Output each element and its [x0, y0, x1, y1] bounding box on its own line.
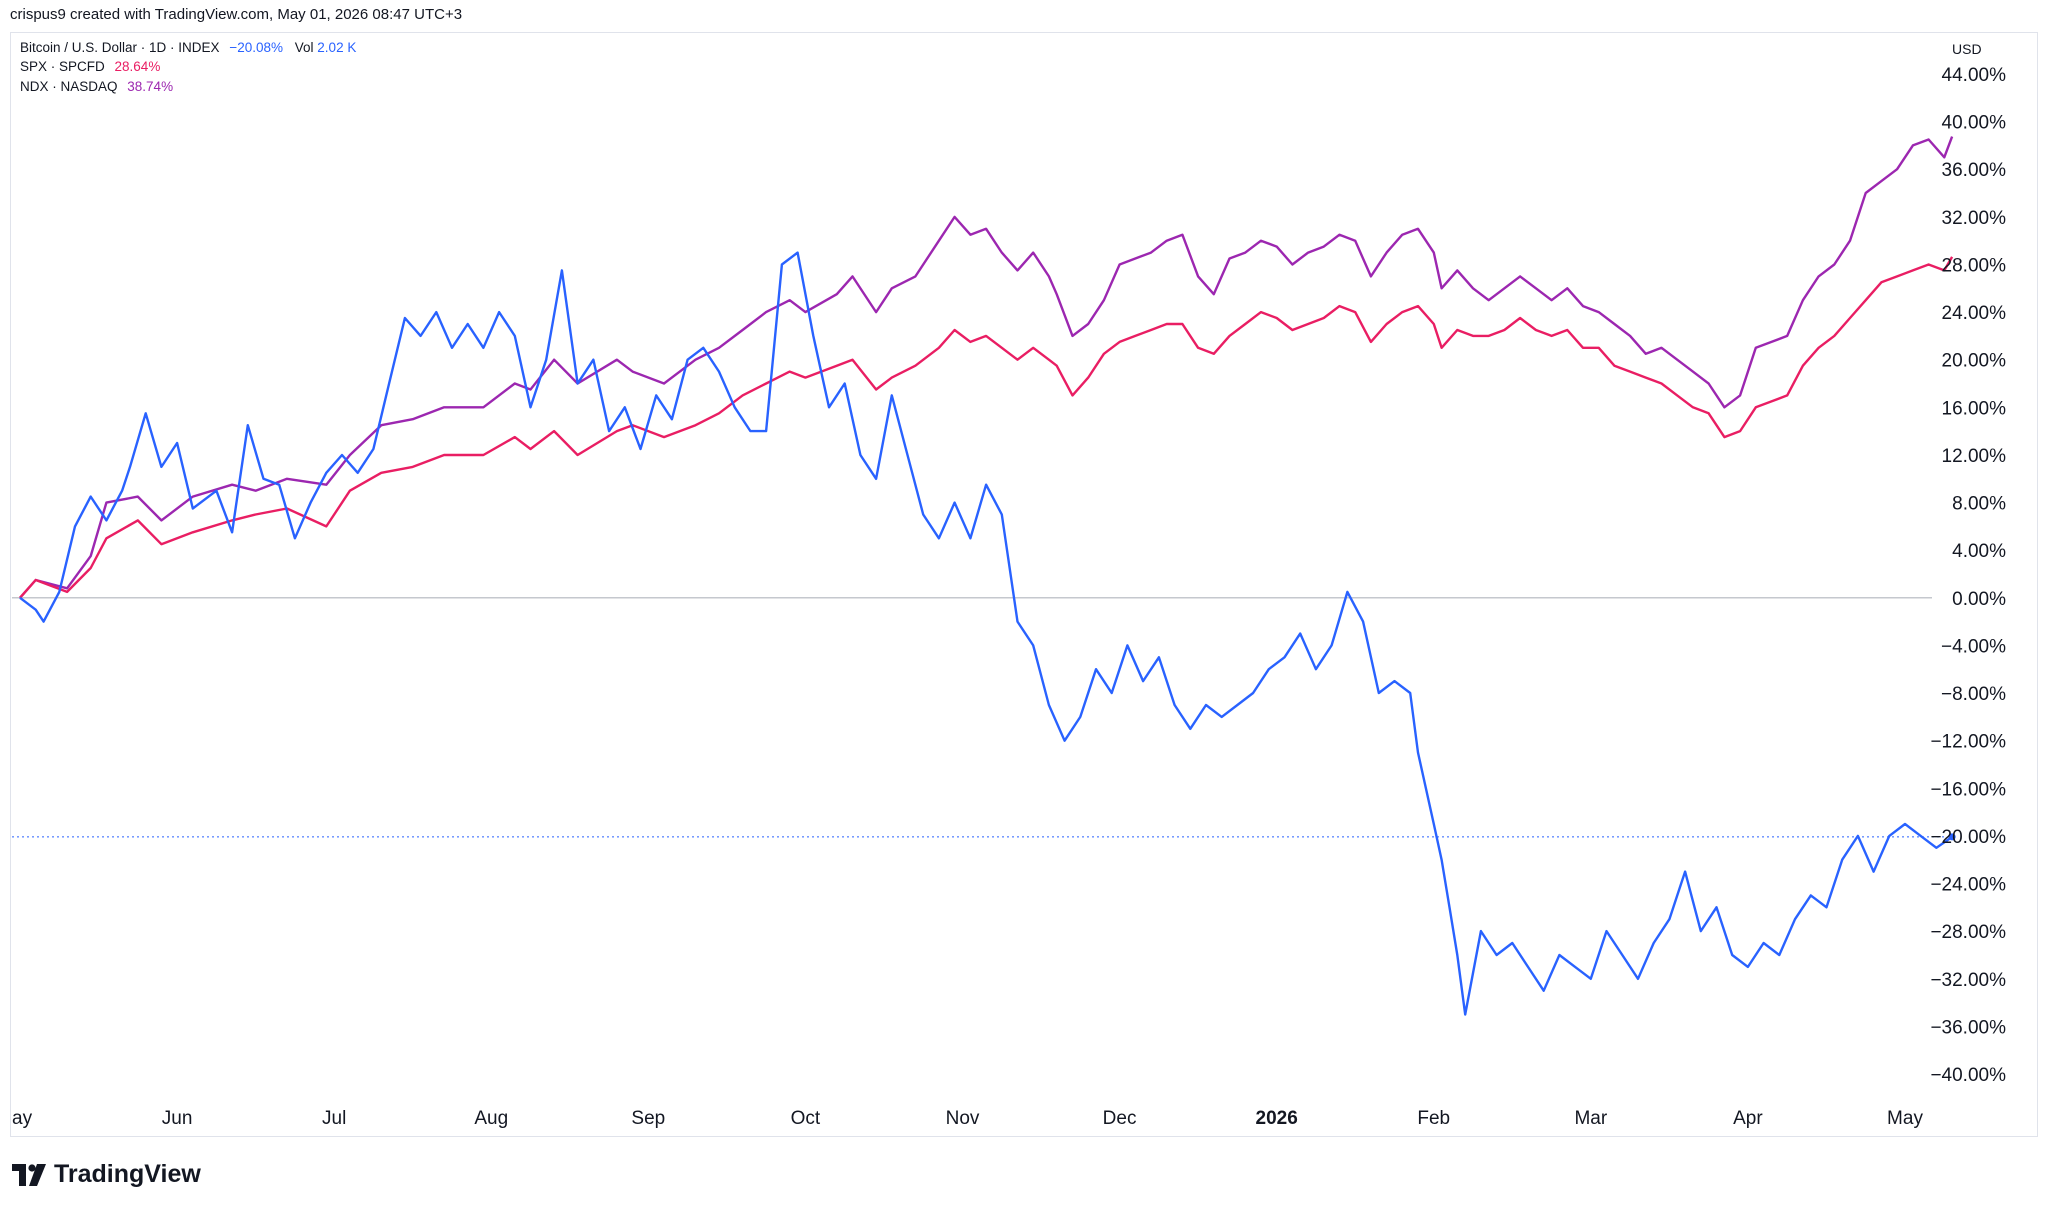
y-tick-label: 36.00%: [1942, 160, 2007, 181]
y-tick-label: −32.00%: [1930, 970, 2006, 991]
zero-line-layer: [12, 597, 1953, 838]
x-tick-label: Oct: [791, 1108, 821, 1129]
x-tick-label: Dec: [1103, 1108, 1137, 1129]
y-tick-label: −36.00%: [1930, 1017, 2006, 1038]
chart-header: crispus9 created with TradingView.com, M…: [10, 6, 463, 23]
x-tick-label: Aug: [474, 1108, 508, 1129]
x-tick-label: Nov: [946, 1108, 980, 1129]
legend-spx-label: SPX · SPCFD: [20, 59, 105, 74]
y-tick-label: −8.00%: [1941, 684, 2006, 705]
x-tick-label: Jul: [322, 1108, 346, 1129]
y-tick-label: −16.00%: [1930, 779, 2006, 800]
legend-btc-label: Bitcoin / U.S. Dollar · 1D · INDEX: [20, 40, 220, 55]
x-tick-label: Feb: [1417, 1108, 1450, 1129]
y-tick-label: 32.00%: [1942, 208, 2007, 229]
btc-last-point: [1948, 833, 1956, 841]
legend-btc-pct: −20.08%: [229, 40, 283, 55]
legend-btc[interactable]: Bitcoin / U.S. Dollar · 1D · INDEX −20.0…: [20, 40, 356, 55]
legend-ndx-label: NDX · NASDAQ: [20, 79, 118, 94]
legend-btc-vol-value: 2.02 K: [317, 40, 357, 55]
y-tick-label: −24.00%: [1930, 875, 2006, 896]
tradingview-logo-icon: [12, 1163, 46, 1186]
y-tick-label: 12.00%: [1942, 446, 2007, 467]
y-tick-label: −12.00%: [1930, 732, 2006, 753]
currency-label[interactable]: USD: [1952, 41, 1982, 57]
x-tick-label: ay: [12, 1108, 33, 1129]
x-tick-label: Apr: [1733, 1108, 1763, 1129]
tradingview-logo-text: TradingView: [54, 1160, 201, 1188]
x-axis: ay Jun Jul Aug Sep Oct Nov Dec 2026 Feb Mar Apr May: [12, 1108, 1923, 1129]
y-tick-label: 8.00%: [1952, 494, 2006, 515]
y-axis: 44.00% 40.00% 36.00% 32.00% 28.00% 24.00% 20.0…: [1930, 65, 2006, 1086]
series-layer: [19, 136, 1956, 1016]
legend-ndx-pct: 38.74%: [127, 79, 174, 94]
x-tick-label: Mar: [1574, 1108, 1607, 1129]
x-tick-label: Sep: [631, 1108, 665, 1129]
y-tick-label: 24.00%: [1942, 303, 2007, 324]
y-tick-label: −20.00%: [1930, 827, 2006, 848]
y-tick-label: −40.00%: [1930, 1065, 2006, 1086]
legend-spx[interactable]: SPX · SPCFD 28.64%: [20, 59, 160, 74]
y-tick-label: 40.00%: [1942, 113, 2007, 134]
y-tick-label: −28.00%: [1930, 922, 2006, 943]
series-line-spx[interactable]: [19, 256, 1954, 599]
series-line-btc[interactable]: [19, 251, 1953, 1016]
y-tick-label: −4.00%: [1941, 636, 2006, 657]
legend-btc-vol-label: Vol: [294, 40, 314, 55]
x-tick-label: May: [1887, 1108, 1923, 1129]
series-line-ndx[interactable]: [19, 136, 1954, 599]
tradingview-logo[interactable]: TradingView: [12, 1160, 201, 1189]
x-tick-label: Jun: [162, 1108, 193, 1129]
legend-ndx[interactable]: NDX · NASDAQ 38.74%: [20, 79, 173, 94]
legend-spx-pct: 28.64%: [114, 59, 161, 74]
y-tick-label: 44.00%: [1942, 65, 2007, 86]
x-tick-label: 2026: [1256, 1108, 1298, 1129]
y-tick-label: 16.00%: [1942, 398, 2007, 419]
y-tick-label: 4.00%: [1952, 541, 2006, 562]
y-tick-label: 20.00%: [1942, 351, 2007, 372]
y-tick-label: 28.00%: [1942, 255, 2007, 276]
chart-frame: [10, 32, 2038, 1137]
y-tick-label: 0.00%: [1952, 589, 2006, 610]
